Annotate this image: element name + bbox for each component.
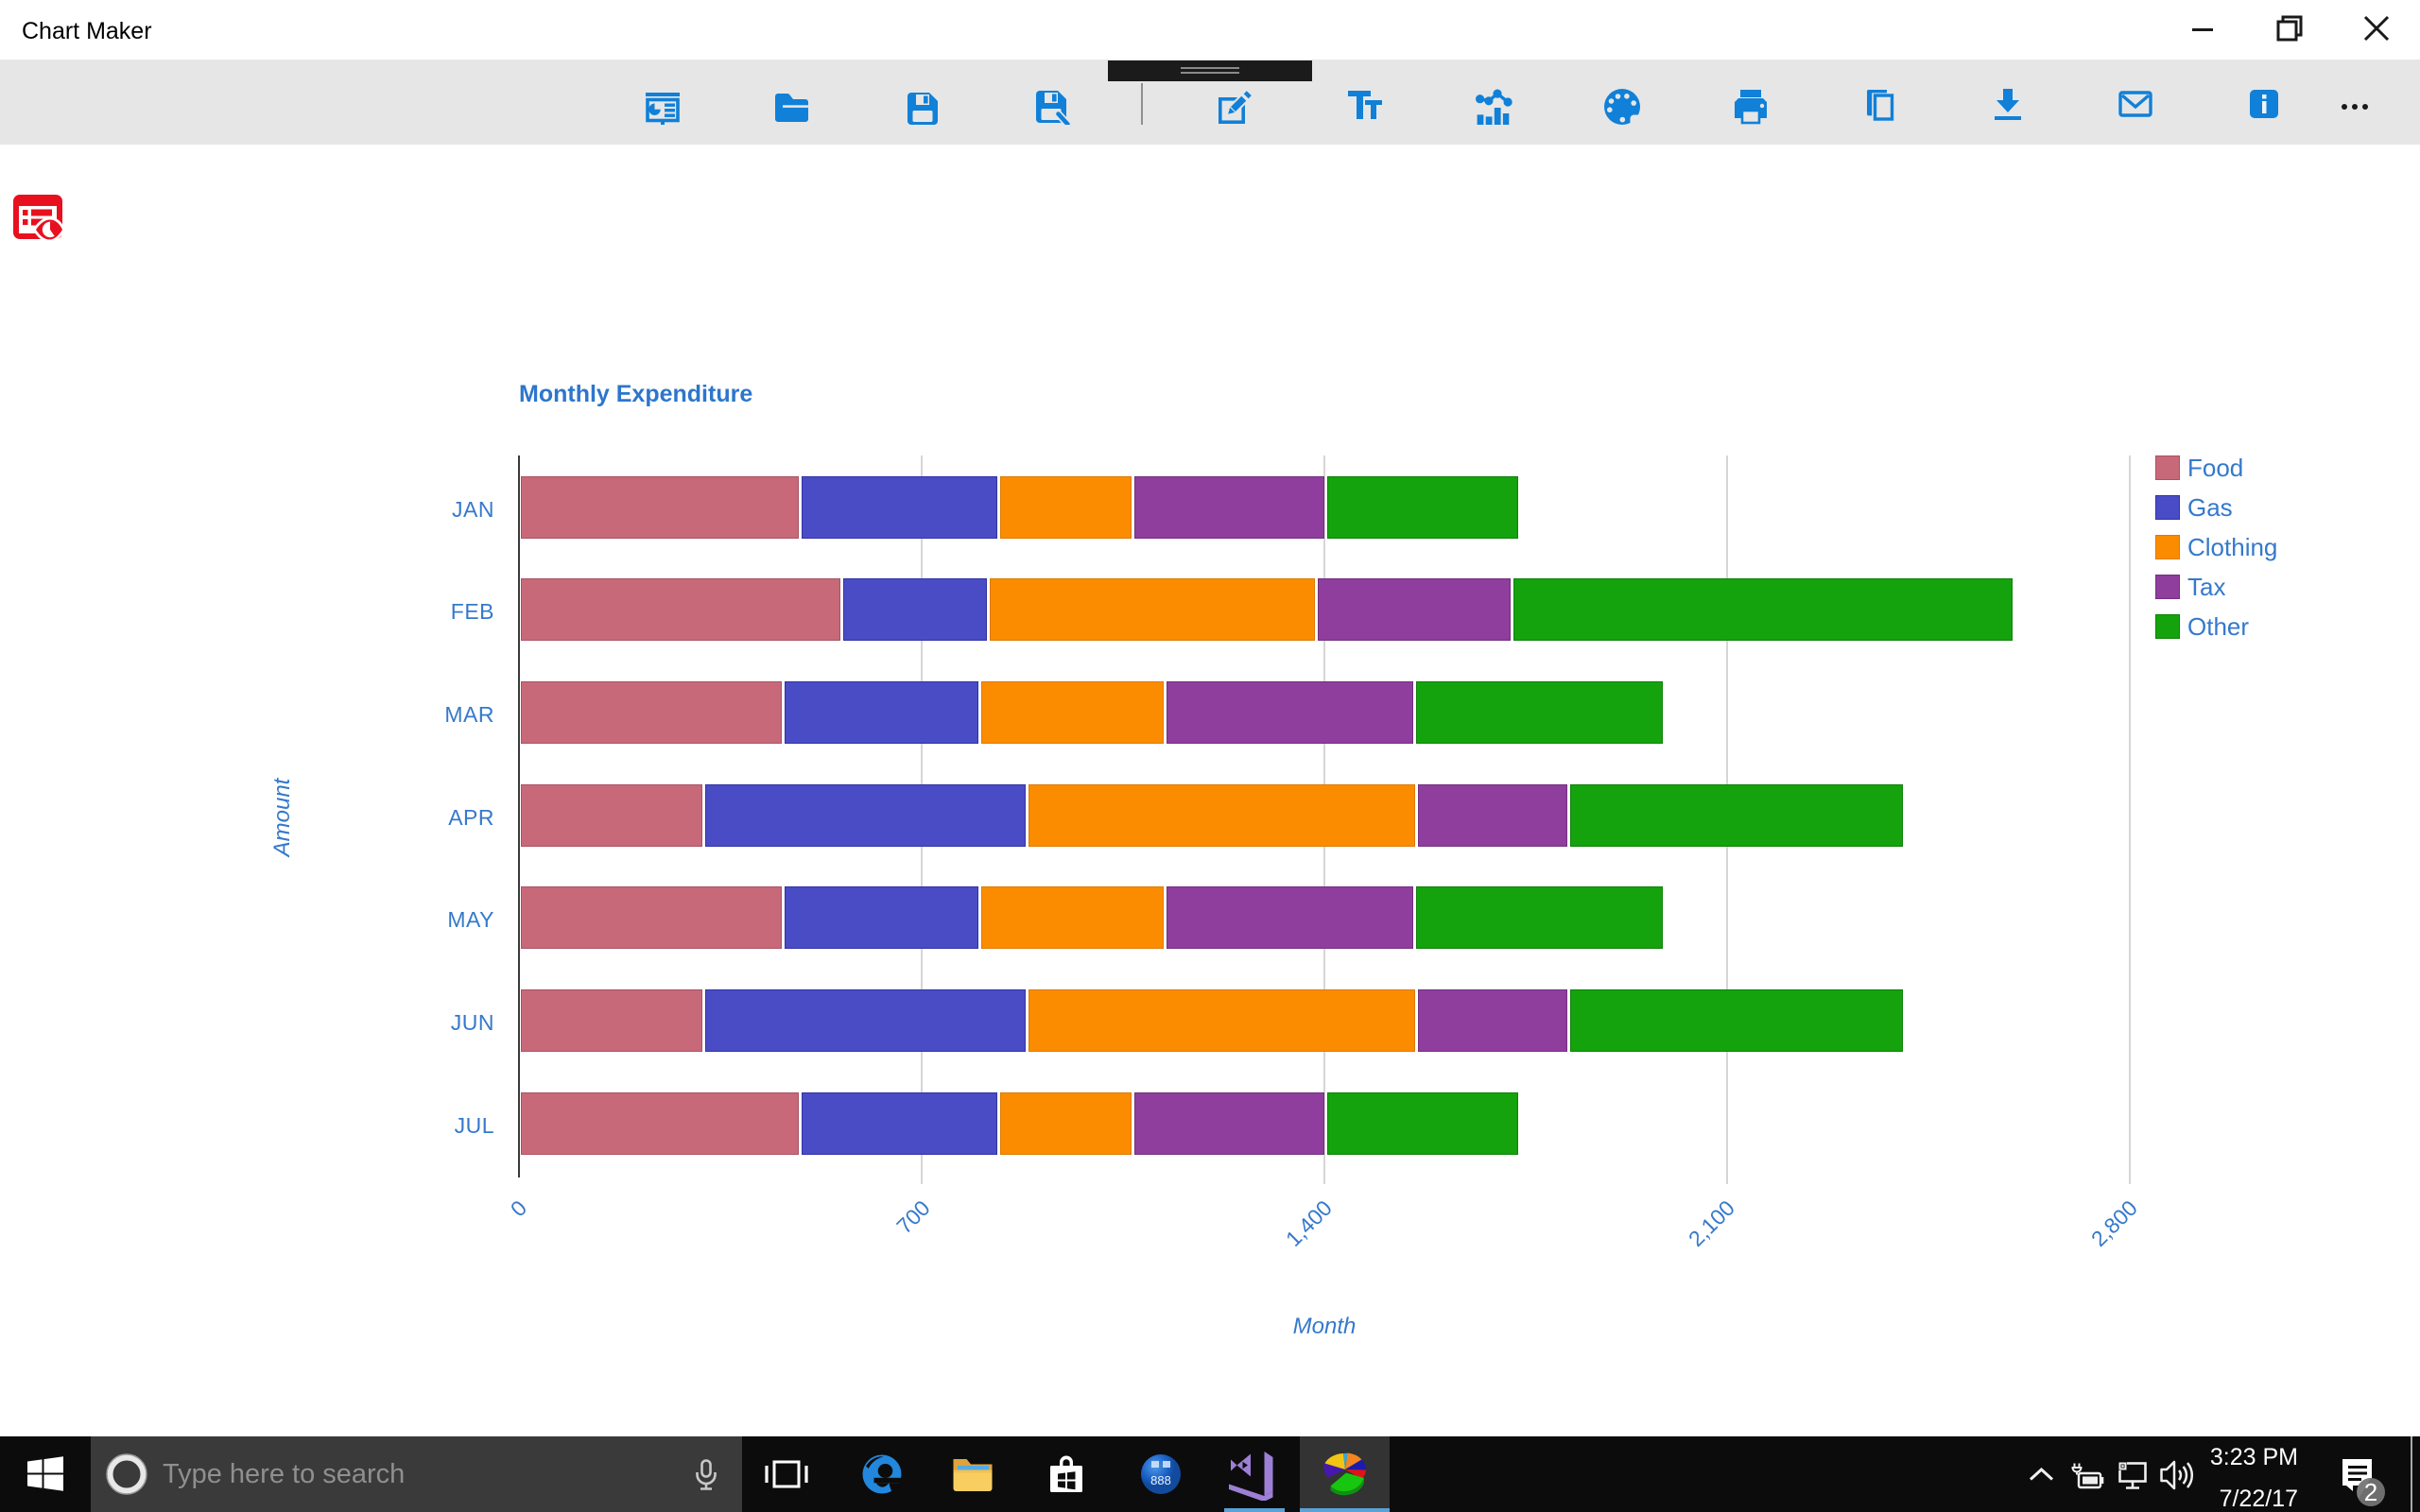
- svg-text:888: 888: [1150, 1473, 1171, 1487]
- svg-text:2: 2: [2364, 1478, 2377, 1506]
